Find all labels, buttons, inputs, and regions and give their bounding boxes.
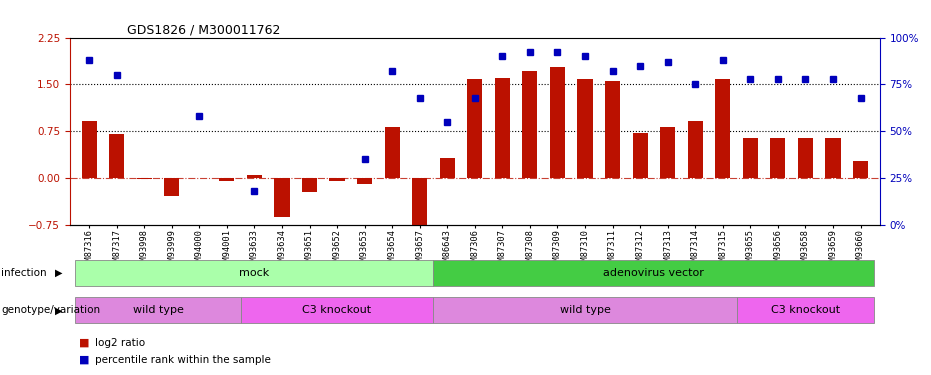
- Text: log2 ratio: log2 ratio: [95, 338, 145, 348]
- Bar: [385, 127, 399, 178]
- Bar: [357, 178, 372, 184]
- Bar: [240, 297, 434, 323]
- Bar: [75, 297, 240, 323]
- Bar: [467, 80, 482, 178]
- Text: ■: ■: [79, 338, 89, 348]
- Text: infection: infection: [1, 268, 47, 278]
- Bar: [770, 138, 786, 178]
- Bar: [164, 178, 180, 196]
- Bar: [736, 297, 874, 323]
- Text: wild type: wild type: [560, 305, 611, 315]
- Bar: [137, 178, 152, 179]
- Bar: [109, 134, 124, 178]
- Text: ▶: ▶: [55, 305, 62, 315]
- Bar: [247, 175, 262, 178]
- Text: ▶: ▶: [55, 268, 62, 278]
- Bar: [660, 127, 675, 178]
- Bar: [275, 178, 290, 217]
- Bar: [605, 81, 620, 178]
- Text: mock: mock: [239, 268, 270, 278]
- Bar: [75, 260, 434, 286]
- Bar: [853, 160, 868, 178]
- Text: GDS1826 / M300011762: GDS1826 / M300011762: [127, 23, 280, 36]
- Bar: [688, 121, 703, 178]
- Text: percentile rank within the sample: percentile rank within the sample: [95, 355, 271, 365]
- Bar: [550, 67, 565, 178]
- Bar: [330, 178, 344, 181]
- Text: genotype/variation: genotype/variation: [1, 305, 100, 315]
- Bar: [577, 80, 593, 178]
- Bar: [494, 78, 510, 178]
- Text: wild type: wild type: [132, 305, 183, 315]
- Bar: [434, 260, 874, 286]
- Bar: [434, 297, 736, 323]
- Bar: [632, 133, 648, 178]
- Text: ■: ■: [79, 355, 89, 365]
- Bar: [220, 178, 235, 181]
- Bar: [412, 178, 427, 233]
- Text: adenovirus vector: adenovirus vector: [603, 268, 705, 278]
- Bar: [82, 121, 97, 178]
- Text: C3 knockout: C3 knockout: [771, 305, 840, 315]
- Bar: [715, 80, 730, 178]
- Bar: [826, 138, 841, 178]
- Bar: [439, 158, 455, 178]
- Bar: [743, 138, 758, 178]
- Bar: [522, 70, 537, 178]
- Bar: [798, 138, 813, 178]
- Text: C3 knockout: C3 knockout: [303, 305, 371, 315]
- Bar: [302, 178, 317, 192]
